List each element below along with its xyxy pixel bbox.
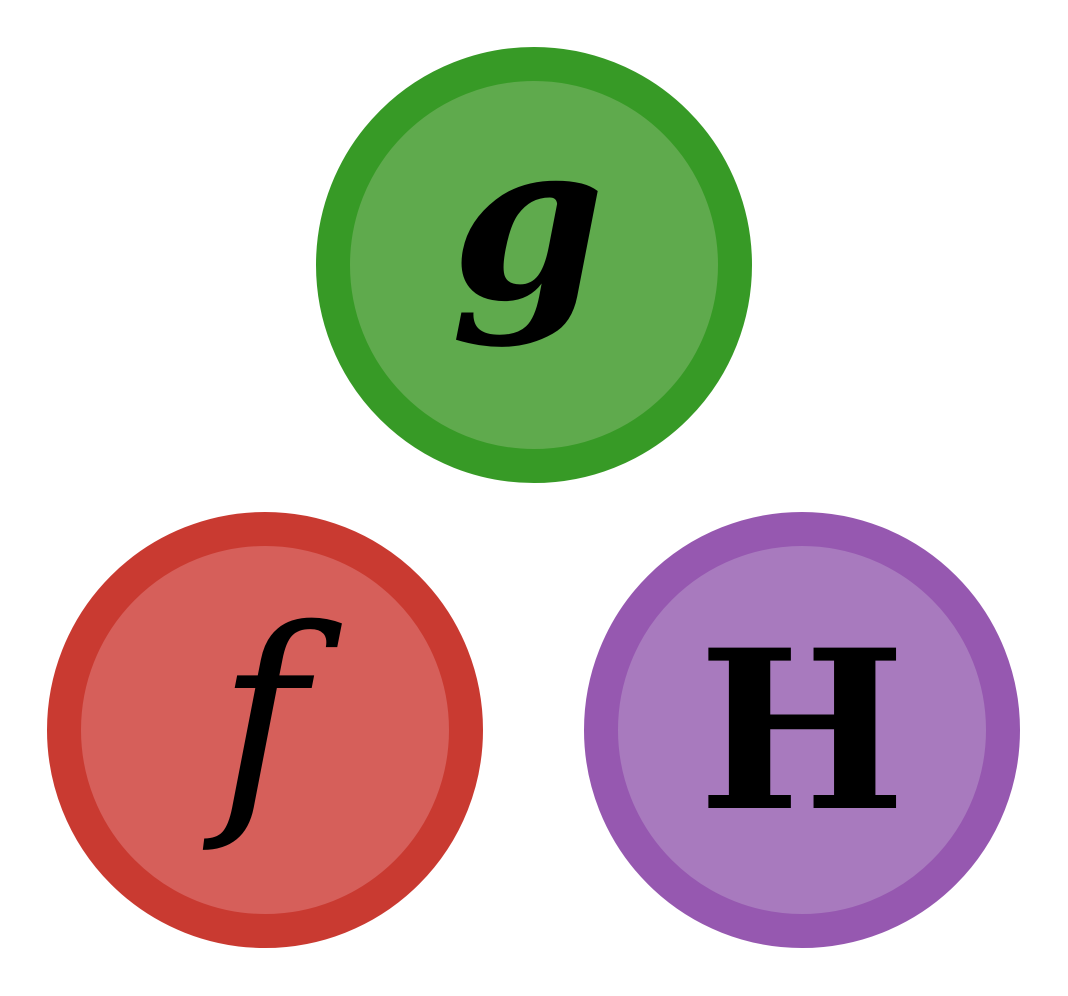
- node-g: g: [316, 47, 752, 483]
- node-f: f: [47, 512, 483, 948]
- node-g-circle: [316, 47, 752, 483]
- node-g-label: g: [451, 91, 605, 350]
- node-H: H: [584, 512, 1020, 948]
- node-H-circle: [584, 512, 1020, 948]
- node-H-label: H: [698, 601, 906, 860]
- node-f-circle: [47, 512, 483, 948]
